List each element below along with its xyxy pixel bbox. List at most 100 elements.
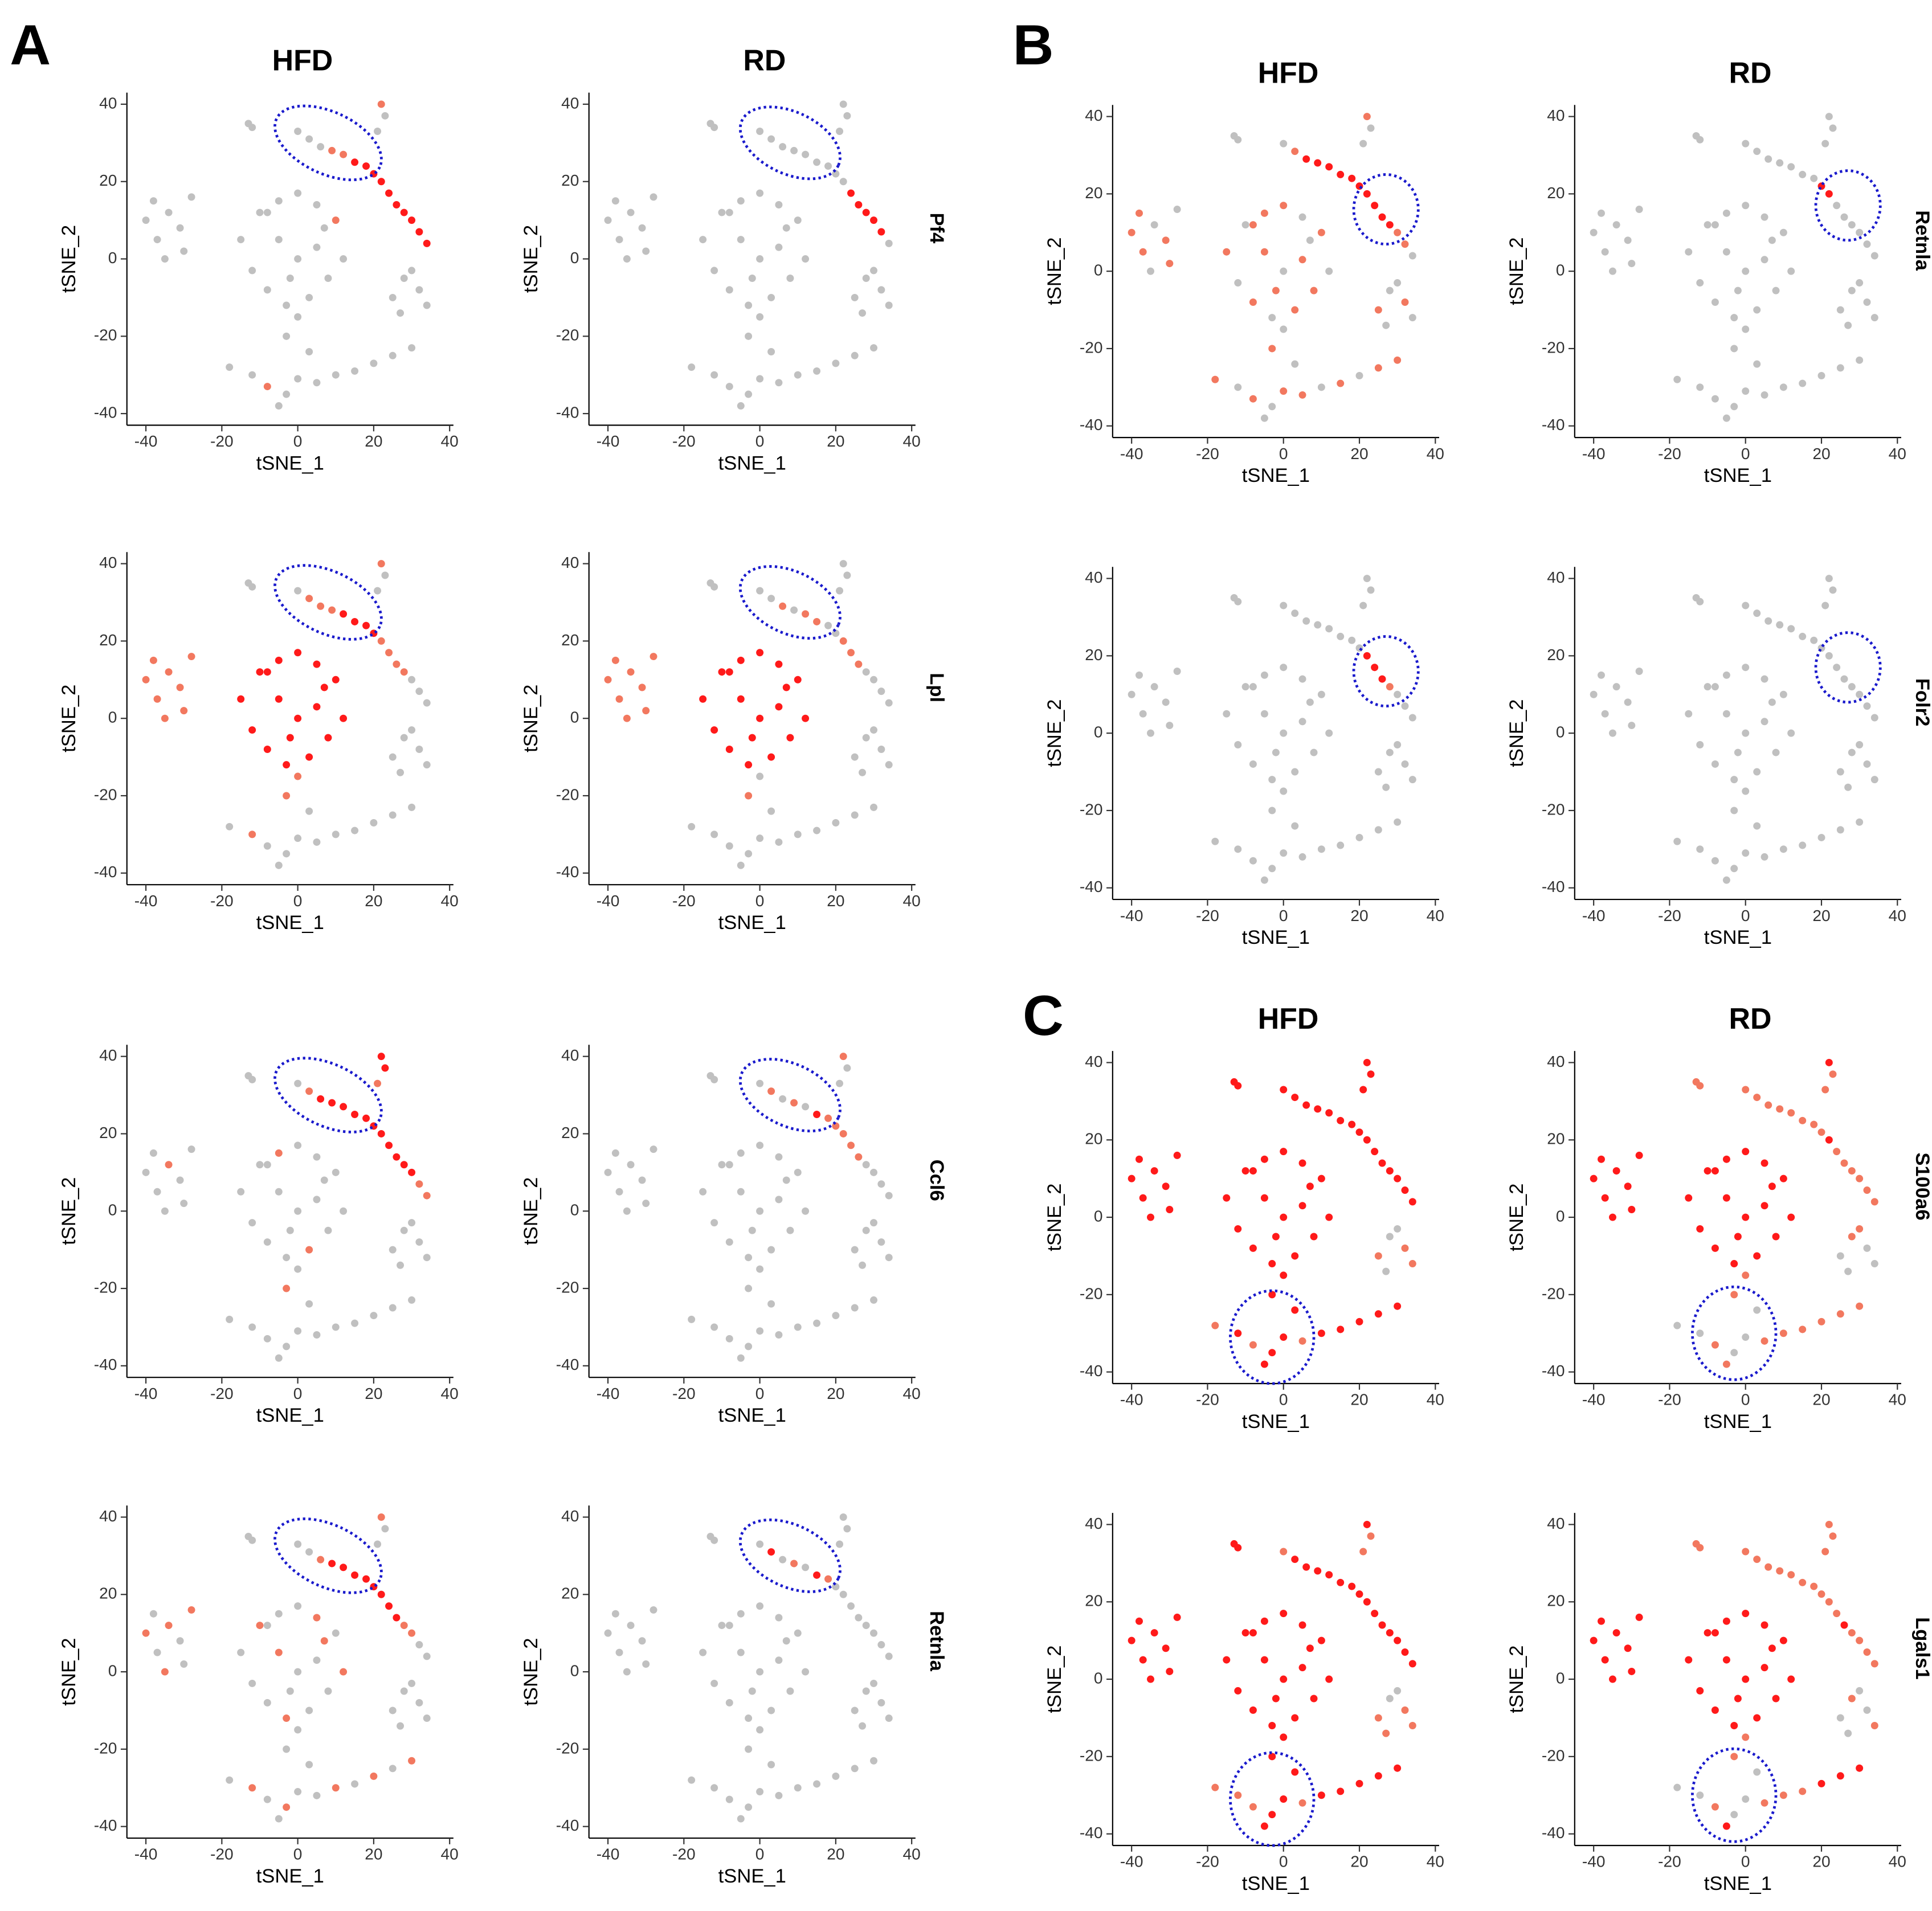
cell-point [328, 606, 336, 614]
cell-point [1753, 768, 1761, 776]
cell-point [283, 390, 291, 398]
cell-point [779, 1556, 787, 1564]
cell-point [767, 347, 775, 355]
cell-point [1268, 1349, 1276, 1357]
cell-point [1817, 1317, 1825, 1325]
cell-point [263, 1335, 271, 1343]
cell-point [187, 1606, 195, 1614]
cell-point [1817, 1128, 1825, 1136]
cell-point [142, 676, 150, 684]
cell-point [615, 695, 623, 703]
cell-point [1612, 221, 1620, 229]
cell-point [1711, 1629, 1719, 1637]
cell-point [275, 1610, 283, 1618]
cell-point [870, 726, 878, 734]
column-title: RD [1729, 56, 1772, 89]
cell-point [389, 1707, 397, 1714]
gene-label: Retnla [926, 1611, 947, 1671]
cell-point [294, 1602, 302, 1610]
cell-point [313, 1791, 321, 1799]
y-axis-title: tSNE_2 [1044, 1183, 1065, 1251]
highlight-ellipse [738, 565, 842, 640]
cell-point [1870, 314, 1878, 322]
cell-point [294, 1265, 302, 1273]
cell-point [165, 208, 173, 216]
cell-point [305, 135, 313, 143]
cell-point [1730, 1753, 1738, 1761]
cell-point [1374, 1310, 1382, 1318]
cell-point [870, 1168, 878, 1176]
cell-point [1742, 1333, 1750, 1341]
y-tick-label: -20 [1080, 1746, 1103, 1764]
cell-point [710, 1536, 718, 1544]
cell-point [256, 1161, 264, 1169]
cell-point [165, 1622, 173, 1630]
cell-point [855, 200, 863, 208]
cell-point [779, 602, 787, 610]
cell-point [1280, 140, 1288, 148]
cell-point [775, 1196, 783, 1204]
cell-point [775, 200, 783, 208]
cell-point [408, 267, 416, 275]
cell-point [1836, 1714, 1844, 1722]
cell-point [1280, 1548, 1288, 1556]
cell-point [362, 162, 370, 170]
cell-point [1776, 1105, 1784, 1113]
cell-point [1601, 1194, 1609, 1202]
cell-point [756, 1602, 764, 1610]
cell-point [775, 660, 783, 668]
cell-point [737, 236, 745, 244]
y-tick-label: -40 [1080, 416, 1103, 433]
x-tick-label: -40 [1120, 445, 1143, 463]
cell-point [283, 1803, 291, 1811]
cell-point [847, 189, 855, 197]
y-tick-label: -20 [1080, 338, 1103, 356]
cell-point [1325, 1675, 1333, 1683]
highlight-ellipse [1691, 1285, 1778, 1381]
cell-point [305, 1246, 313, 1254]
cell-point [855, 1153, 863, 1161]
cell-point [1291, 306, 1299, 314]
cell-point [397, 1722, 405, 1730]
cell-point [1685, 1194, 1693, 1202]
cell-point [248, 1075, 256, 1083]
cell-point [374, 127, 382, 135]
cell-point [305, 293, 313, 301]
cell-point [1704, 221, 1712, 229]
y-tick-label: 40 [561, 1046, 579, 1064]
cell-point [794, 216, 802, 224]
cell-point [1635, 1613, 1643, 1621]
cell-point [1401, 702, 1409, 710]
cell-point [1635, 668, 1643, 675]
cell-point [1863, 1186, 1871, 1194]
cell-point [1856, 228, 1864, 236]
y-tick-label: 0 [1556, 723, 1565, 741]
cell-point [1742, 325, 1750, 333]
cell-point [737, 1815, 745, 1823]
cell-point [1394, 818, 1402, 826]
cell-point [263, 1238, 271, 1246]
cell-point [1268, 345, 1276, 353]
cell-point [775, 1614, 783, 1622]
cell-point [745, 1803, 753, 1811]
y-tick-label: -40 [94, 1356, 117, 1373]
cell-point [756, 587, 764, 595]
cell-point [1761, 213, 1768, 221]
y-tick-label: 40 [1085, 1515, 1102, 1532]
x-axis-title: tSNE_1 [718, 1865, 786, 1887]
cell-point [286, 734, 294, 742]
cell-point [1367, 1532, 1375, 1540]
cell-point [836, 127, 844, 135]
cell-point [745, 850, 753, 858]
cell-point [415, 746, 423, 753]
cell-point [1673, 1783, 1681, 1791]
cell-point [767, 595, 775, 603]
cell-point [1722, 1656, 1730, 1664]
cell-point [1234, 598, 1242, 605]
cell-point [1753, 1556, 1761, 1564]
cell-point [1317, 845, 1325, 853]
cell-point [1742, 1086, 1750, 1094]
cell-point [775, 838, 783, 846]
cell-point [275, 656, 283, 664]
